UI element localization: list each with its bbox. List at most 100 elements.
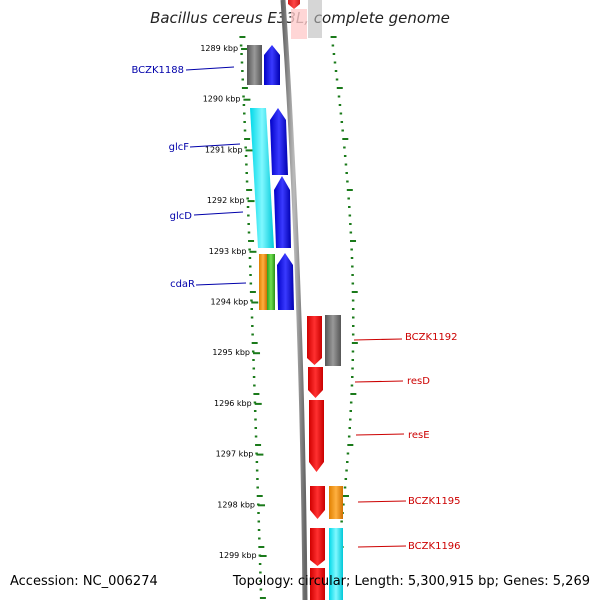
tick-dot [246,189,253,191]
tick-dot [247,214,250,217]
tick-dot [250,299,253,302]
tick-dot [248,240,255,242]
gene-label-resd[interactable]: resD [407,376,430,387]
tick-dot [245,163,248,166]
gene-label-bczk1188[interactable]: BCZK1188 [131,65,184,76]
tick-dot [342,138,349,140]
tick-dot [334,70,338,72]
gene-orange-block[interactable] [259,254,267,310]
tick-dot [331,44,335,47]
tick-dot [350,240,357,242]
gene-bczk1196-arrow[interactable] [310,528,325,566]
tick-dot [256,495,263,497]
tick-dot [347,444,354,446]
tick-dot [351,367,354,370]
tick-dot [248,248,251,251]
gene-label-bczk1192[interactable]: BCZK1192 [405,332,458,343]
tick-dot [253,401,257,404]
tick-dot [257,520,261,523]
tick-dot [344,163,348,166]
tick-dot [257,529,261,531]
tick-dot [349,223,352,225]
tick-dot [241,87,248,89]
tick-dot [351,265,354,268]
gene-bczk1195-orange[interactable] [329,486,343,519]
tick-dot [344,478,348,480]
tick-dot [335,78,339,81]
gene-cyan-block[interactable] [250,108,274,248]
gene-bczk1188-grey[interactable] [247,45,262,85]
tick-dot [351,333,355,336]
tick-dot [254,427,258,429]
gene-label-bczk1196[interactable]: BCZK1196 [408,541,461,552]
kbp-tick-mark [245,149,253,152]
tick-dot [350,248,353,251]
tick-dot [249,282,253,285]
tick-dot [255,461,259,463]
tick-dot [351,274,354,276]
kbp-tick-label: 1299 kbp [219,551,257,560]
tick-dot [247,223,250,225]
tick-dot [256,486,259,489]
tick-dot [250,316,254,319]
gene-bczk1196-cyan[interactable] [329,528,343,600]
gene-resd-arrow[interactable] [308,367,323,398]
gene-bczk1188-arrow[interactable] [264,45,280,85]
tick-dot [243,129,247,132]
tick-dot [336,87,343,89]
inner-tick-ring [239,36,266,599]
kbp-tick-mark [253,352,261,355]
tick-dot [245,172,248,174]
tick-dot [253,410,257,412]
tick-dot [244,138,251,140]
genome-backbone [280,0,308,600]
gene-glcf-arrow[interactable] [270,108,288,175]
kbp-tick-label: 1297 kbp [216,450,254,459]
gene-labels: BCZK1188 glcF glcD cdaR BCZK1192 resD re… [131,65,460,552]
gene-bczk1195-arrow[interactable] [310,486,325,519]
tick-dot [246,206,250,208]
kbp-tick-mark [258,504,266,507]
kbp-tick-mark [249,250,257,253]
tick-dot [241,70,244,72]
kbp-tick-label: 1296 kbp [214,399,252,408]
tick-dot [330,36,337,38]
gene-label-cdar[interactable]: cdaR [170,279,195,290]
tick-dot [258,563,262,565]
tick-dot [343,486,347,489]
kbp-tick-label: 1291 kbp [205,145,243,154]
kbp-tick-mark [247,200,255,203]
gene-label-rese[interactable]: resE [408,430,430,441]
tick-dot [345,172,348,174]
gene-bczk1192-red[interactable] [307,316,322,358]
tick-dot [342,503,345,506]
tick-dot [351,308,355,310]
kbp-tick-mark [256,453,264,456]
gene-bczk1192-grey[interactable] [325,315,341,366]
kbp-tick-label: 1295 kbp [212,348,250,357]
tick-dot [252,359,255,361]
gene-rese-arrow[interactable] [309,400,324,472]
tick-dot [243,121,246,123]
gene-label-bczk1195[interactable]: BCZK1195 [408,496,461,507]
tick-dot [240,53,243,55]
gene-label-glcd[interactable]: glcD [170,211,193,222]
gene-green-block[interactable] [267,254,275,310]
tick-dot [349,410,353,412]
gene-glcd-arrow[interactable] [274,176,291,248]
tick-dot [351,282,355,285]
gene-label-glcf[interactable]: glcF [169,142,190,153]
tick-dot [244,146,247,149]
tick-dot [253,393,260,395]
tick-dot [255,444,262,446]
tick-dot [251,342,258,344]
tick-dot [249,291,256,293]
tick-dot [258,537,261,540]
kbp-axis: 1289 kbp 1290 kbp 1291 kbp 1292 kbp 1293 kbp… [200,44,267,560]
tick-dot [251,350,255,353]
tick-dot [351,359,355,361]
tick-dot [254,418,257,421]
tick-dot [346,189,353,191]
gene-cdar-arrow[interactable] [277,253,294,310]
tick-dot [259,571,262,574]
